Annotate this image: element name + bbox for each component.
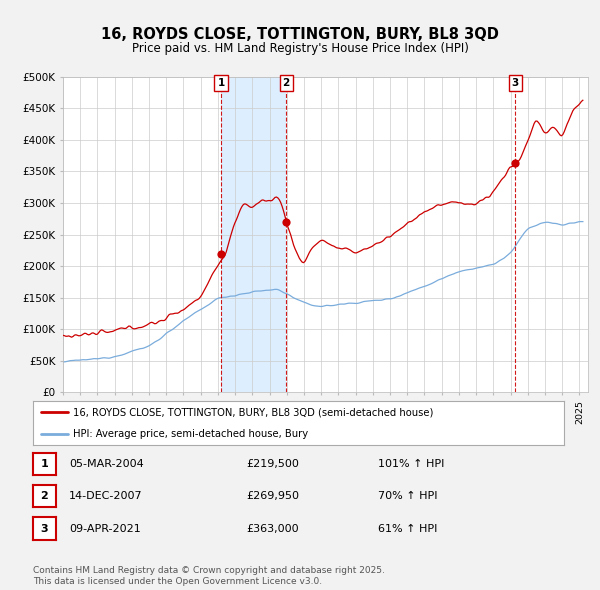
Text: 2: 2 xyxy=(283,78,290,88)
Text: 16, ROYDS CLOSE, TOTTINGTON, BURY, BL8 3QD (semi-detached house): 16, ROYDS CLOSE, TOTTINGTON, BURY, BL8 3… xyxy=(73,407,433,417)
Text: Contains HM Land Registry data © Crown copyright and database right 2025.: Contains HM Land Registry data © Crown c… xyxy=(33,566,385,575)
Text: 09-APR-2021: 09-APR-2021 xyxy=(69,524,141,533)
Text: 3: 3 xyxy=(41,524,48,533)
Text: 14-DEC-2007: 14-DEC-2007 xyxy=(69,491,143,501)
Text: 1: 1 xyxy=(217,78,224,88)
Text: 1: 1 xyxy=(41,459,48,468)
Text: 70% ↑ HPI: 70% ↑ HPI xyxy=(378,491,437,501)
Text: £219,500: £219,500 xyxy=(246,459,299,468)
Point xyxy=(511,159,520,168)
Text: This data is licensed under the Open Government Licence v3.0.: This data is licensed under the Open Gov… xyxy=(33,577,322,586)
Text: 101% ↑ HPI: 101% ↑ HPI xyxy=(378,459,445,468)
Point xyxy=(281,217,291,227)
Text: HPI: Average price, semi-detached house, Bury: HPI: Average price, semi-detached house,… xyxy=(73,430,308,440)
Text: 61% ↑ HPI: 61% ↑ HPI xyxy=(378,524,437,533)
Text: £363,000: £363,000 xyxy=(246,524,299,533)
Text: Price paid vs. HM Land Registry's House Price Index (HPI): Price paid vs. HM Land Registry's House … xyxy=(131,42,469,55)
Bar xyxy=(221,77,286,392)
Text: 3: 3 xyxy=(512,78,519,88)
Point xyxy=(216,249,226,258)
Text: 05-MAR-2004: 05-MAR-2004 xyxy=(69,459,144,468)
Text: 16, ROYDS CLOSE, TOTTINGTON, BURY, BL8 3QD: 16, ROYDS CLOSE, TOTTINGTON, BURY, BL8 3… xyxy=(101,27,499,41)
Text: 2: 2 xyxy=(41,491,48,501)
Text: £269,950: £269,950 xyxy=(246,491,299,501)
